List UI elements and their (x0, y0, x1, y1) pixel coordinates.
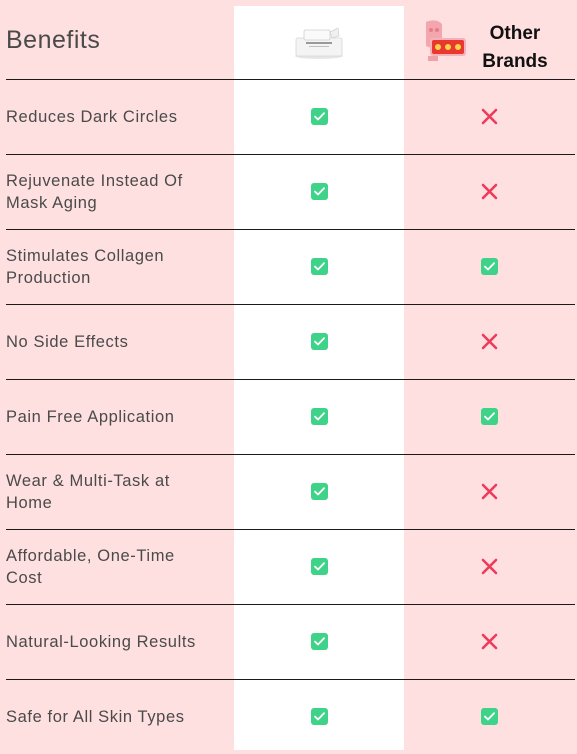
product-cell (299, 379, 339, 454)
row-divider (6, 529, 575, 530)
other-brand-cross-icon (481, 333, 498, 350)
product-check-icon (310, 183, 328, 200)
product-check-icon (310, 483, 328, 500)
other-brand-cell (469, 229, 509, 304)
table-row: Safe for All Skin Types (0, 679, 577, 754)
product-cell (299, 529, 339, 604)
other-brand-cross-icon (481, 183, 498, 200)
other-brand-cell (469, 529, 509, 604)
other-brand-mask-image (426, 20, 466, 61)
product-column-background (234, 6, 404, 750)
table-row: No Side Effects (0, 304, 577, 379)
other-brand-cell (469, 604, 509, 679)
row-divider (6, 604, 575, 605)
product-cell (299, 304, 339, 379)
benefit-label: Natural-Looking Results (6, 632, 196, 651)
row-divider (6, 454, 575, 455)
table-row: Affordable, One-Time Cost (0, 529, 577, 604)
benefit-label: Affordable, One-Time Cost (6, 546, 175, 587)
product-check-icon (310, 333, 328, 350)
other-brand-check-icon (480, 258, 498, 275)
product-check-icon (310, 708, 328, 725)
table-row: Stimulates Collagen Production (0, 229, 577, 304)
product-check-icon (310, 558, 328, 575)
product-cell (299, 679, 339, 754)
table-row: Wear & Multi-Task at Home (0, 454, 577, 529)
product-cell (299, 454, 339, 529)
product-cell (299, 229, 339, 304)
row-divider (6, 229, 575, 230)
benefit-label: Wear & Multi-Task at Home (6, 471, 170, 512)
product-check-icon (310, 258, 328, 275)
other-brand-cross-icon (481, 108, 498, 125)
other-brand-cell (469, 454, 509, 529)
product-check-icon (310, 108, 328, 125)
row-divider (6, 304, 575, 305)
benefit-label: Stimulates Collagen Production (6, 246, 165, 287)
product-cell (299, 154, 339, 229)
other-brand-cross-icon (481, 633, 498, 650)
other-brand-cell (469, 304, 509, 379)
other-brand-cross-icon (481, 558, 498, 575)
benefit-label: No Side Effects (6, 332, 129, 351)
other-brand-cross-icon (481, 483, 498, 500)
row-divider (6, 79, 575, 80)
product-jar-image (295, 27, 343, 59)
other-brand-cell (469, 379, 509, 454)
benefit-label: Safe for All Skin Types (6, 707, 185, 726)
benefit-label: Pain Free Application (6, 407, 175, 426)
other-brand-check-icon (480, 708, 498, 725)
row-divider (6, 679, 575, 680)
row-divider (6, 379, 575, 380)
table-row: Pain Free Application (0, 379, 577, 454)
table-row: Rejuvenate Instead Of Mask Aging (0, 154, 577, 229)
benefit-label: Rejuvenate Instead Of Mask Aging (6, 171, 183, 212)
product-check-icon (310, 633, 328, 650)
table-row: Reduces Dark Circles (0, 79, 577, 154)
other-brand-check-icon (480, 408, 498, 425)
table-header: Benefits Other Brands (0, 0, 577, 79)
benefit-label: Reduces Dark Circles (6, 107, 178, 126)
table-row: Natural-Looking Results (0, 604, 577, 679)
other-brand-cell (469, 679, 509, 754)
row-divider (6, 154, 575, 155)
product-cell (299, 79, 339, 154)
other-brand-cell (469, 154, 509, 229)
other-brands-heading: Other Brands (482, 23, 548, 72)
benefits-heading: Benefits (6, 26, 101, 54)
product-cell (299, 604, 339, 679)
product-check-icon (310, 408, 328, 425)
other-brand-cell (469, 79, 509, 154)
